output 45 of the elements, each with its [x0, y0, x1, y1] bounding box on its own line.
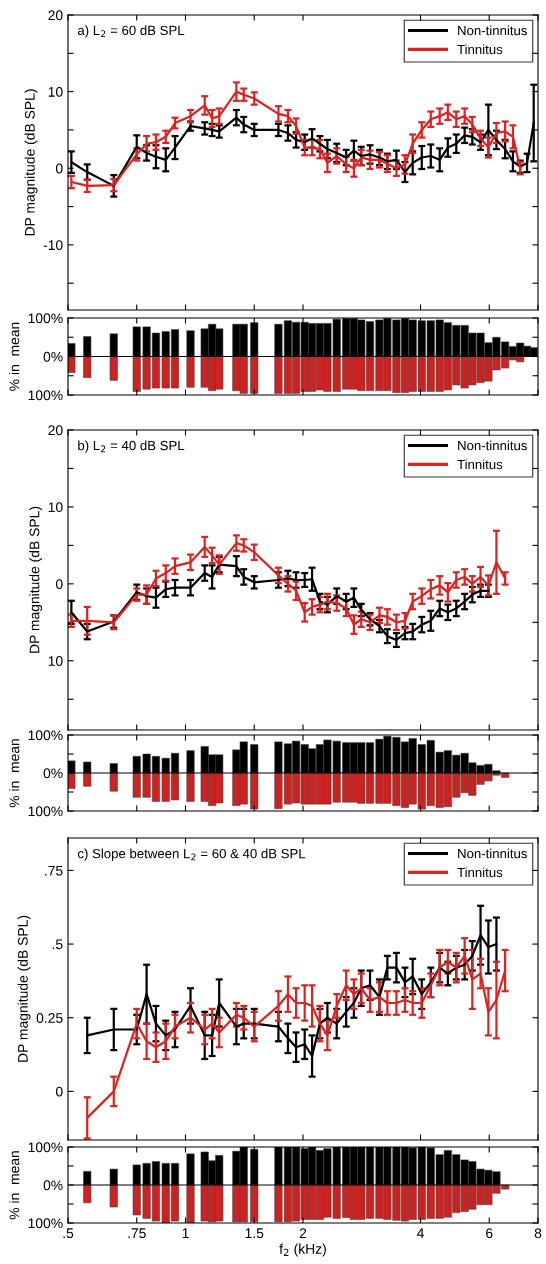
- y-axis-title: % in mean: [9, 739, 20, 808]
- y-tick-label: 0%: [43, 768, 63, 779]
- y-tick-label: 0: [55, 1086, 63, 1097]
- y-axis-title: % in mean: [9, 1151, 20, 1220]
- y-axis-title: DP magnitude (dB SPL): [24, 89, 38, 236]
- y-axis-title: DP magnitude (dB SPL): [17, 915, 31, 1062]
- x-tick-label: .5: [63, 1228, 74, 1239]
- x-tick-label: 2: [299, 1228, 307, 1238]
- y-tick-label: -10: [43, 240, 63, 251]
- y-tick-label: 0: [55, 579, 63, 590]
- y-tick-label: .75: [45, 865, 63, 876]
- x-tick-label: 6: [486, 1228, 493, 1239]
- x-tick-label: .75: [128, 1228, 146, 1239]
- text: c) Slope between L$_{2}$ = 60 & 40 dB SPL: [77, 848, 306, 861]
- x-tick-label: 4: [416, 1228, 424, 1238]
- y-tick-label: 100%: [28, 806, 63, 817]
- x-tick-label: 1.5: [245, 1228, 264, 1239]
- y-tick-label: 20: [48, 425, 63, 436]
- text: b) L$_{2}$ = 40 dB SPL: [78, 440, 185, 453]
- y-tick-label: 100%: [28, 1142, 63, 1153]
- y-axis-title: DP magnitude (dB SPL): [29, 506, 43, 653]
- y-tick-label: 0%: [43, 351, 63, 362]
- legend-label: Tinnitus: [457, 459, 503, 470]
- y-tick-label: 0: [55, 163, 63, 174]
- y-axis-title: % in mean: [9, 322, 20, 391]
- y-tick-label: 10: [48, 502, 63, 513]
- legend-label: Non-tinnitus: [458, 440, 527, 451]
- legend-label: Non-tinnitus: [458, 848, 527, 859]
- y-tick-label: 0.25: [36, 1013, 63, 1023]
- y-tick-label: 100%: [28, 313, 63, 324]
- x-tick-label: 1: [182, 1228, 189, 1238]
- text: a) L$_{2}$ = 60 dB SPL: [77, 25, 185, 38]
- y-tick-label: 100%: [28, 390, 63, 401]
- legend-label: Tinnitus: [457, 44, 503, 55]
- y-tick-label: .5: [52, 939, 63, 950]
- y-tick-label: 100%: [28, 1218, 63, 1229]
- x-axis-title: f$_{2}$ (kHz): [279, 1243, 326, 1257]
- y-tick-label: 10: [48, 656, 63, 666]
- y-tick-label: 100%: [28, 730, 63, 741]
- y-tick-label: 0%: [43, 1180, 63, 1191]
- legend-label: Tinnitus: [457, 867, 503, 878]
- legend-label: Non-tinnitus: [458, 25, 527, 36]
- x-tick-label: 8: [534, 1228, 542, 1239]
- y-tick-label: 10: [48, 86, 63, 97]
- y-tick-label: 20: [48, 10, 63, 21]
